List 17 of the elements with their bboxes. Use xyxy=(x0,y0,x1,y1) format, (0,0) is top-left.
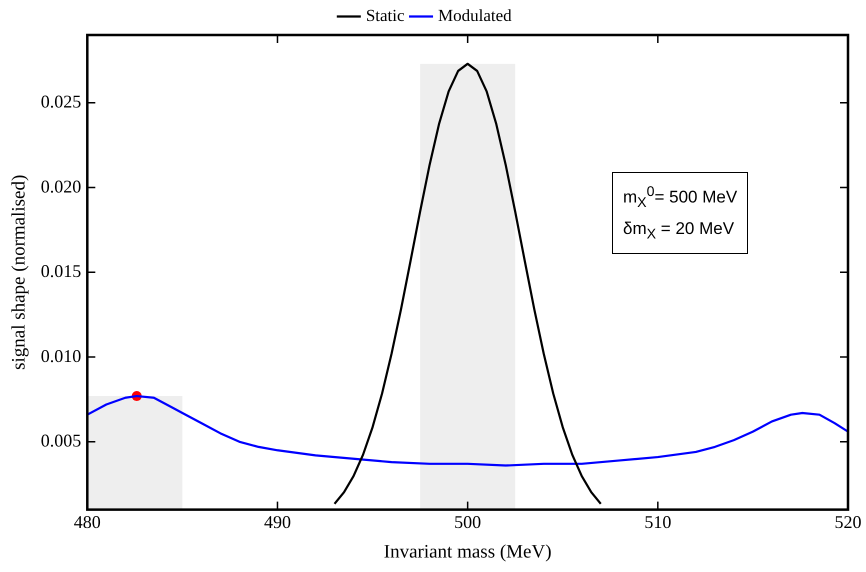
x-tick-label: 480 xyxy=(74,512,101,532)
annotation: δm$_{X}$ = 20 MeV xyxy=(623,218,736,244)
x-tick-label: 510 xyxy=(644,512,672,532)
y-tick-label: 0.005 xyxy=(40,430,82,451)
y-tick-label: 0.025 xyxy=(40,92,82,112)
x-tick-label: 490 xyxy=(264,512,291,532)
y-tick-label: 0.020 xyxy=(40,176,82,196)
x-axis-title: Invariant mass (MeV) xyxy=(384,542,552,563)
y-tick-label: 0.010 xyxy=(40,346,82,366)
y-tick-label: 0.015 xyxy=(40,261,82,282)
annotation: m$_{X}$$^{0}$= 500 MeV xyxy=(623,183,738,214)
legend-label: Static xyxy=(366,6,405,25)
legend-label: Modulated xyxy=(438,6,512,25)
x-tick-label: 520 xyxy=(834,512,862,532)
y-axis-title: signal shape (normalised) xyxy=(8,174,30,370)
parameter-box: m$_{X}$$^{0}$= 500 MeV δm$_{X}$ = 20 MeV xyxy=(612,172,748,254)
x-tick-label: 500 xyxy=(454,512,482,532)
